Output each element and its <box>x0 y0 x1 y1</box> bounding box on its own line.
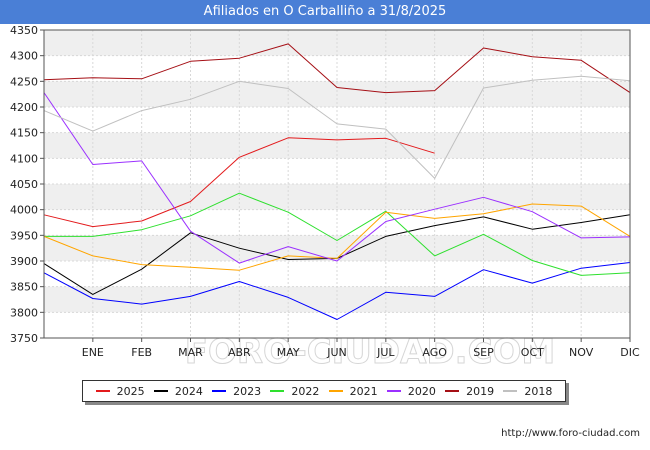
x-tick-label: ENE <box>82 346 104 359</box>
legend-label: 2023 <box>233 384 262 398</box>
y-tick-label: 4150 <box>10 127 38 140</box>
y-axis-ticks: 3750 3800 3850 3900 3950 4000 4050 4100 4150 4200… <box>10 24 44 345</box>
legend-swatch <box>445 390 460 392</box>
x-tick-label: SEP <box>473 346 494 359</box>
x-tick-label: FEB <box>131 346 152 359</box>
legend-swatch <box>270 390 285 392</box>
legend-swatch <box>153 390 168 392</box>
watermark: FORO-CIUDAD.COM <box>185 332 556 364</box>
y-tick-label: 4250 <box>10 75 38 88</box>
source-credit: http://www.foro-ciudad.com <box>501 428 640 439</box>
x-tick-label: MAY <box>277 346 300 359</box>
series-line-2023 <box>43 262 631 320</box>
legend-item-2020: 2020 <box>386 384 436 398</box>
y-tick-label: 3950 <box>10 229 38 242</box>
x-tick-label: MAR <box>178 346 203 359</box>
legend-label: 2024 <box>174 384 203 398</box>
y-tick-label: 4350 <box>10 24 38 37</box>
legend-item-2023: 2023 <box>212 385 261 398</box>
legend-label: 2020 <box>407 384 436 398</box>
x-tick-label: JUL <box>376 346 395 359</box>
y-tick-label: 3900 <box>10 255 38 268</box>
legend-label: 2025 <box>116 384 145 398</box>
y-tick-label: 4100 <box>10 152 38 165</box>
x-tick-label: OCT <box>521 346 544 359</box>
legend-swatch <box>503 390 518 392</box>
legend: 2025 2024 2023 2022 2021 2020 2019 2018 <box>82 380 566 402</box>
x-tick-label: NOV <box>569 346 594 359</box>
y-tick-label: 3850 <box>10 281 38 294</box>
legend-swatch <box>212 390 227 392</box>
legend-swatch <box>386 390 401 392</box>
series-line-2020 <box>43 92 631 264</box>
chart-title: Afiliados en O Carballiño a 31/8/2025 <box>0 0 650 24</box>
series-lines <box>43 43 631 320</box>
x-axis-ticks: ENE FEB MAR ABR MAY JUN JUL AGO SEP OCT NOV DIC <box>82 338 640 359</box>
legend-item-2021: 2021 <box>328 384 378 398</box>
legend-label: 2022 <box>291 384 320 398</box>
legend-label: 2018 <box>524 384 553 398</box>
y-tick-label: 4050 <box>10 178 38 191</box>
x-tick-label: DIC <box>620 346 640 359</box>
x-tick-label: AGO <box>422 346 447 359</box>
series-line-2022 <box>44 192 631 276</box>
x-tick-label: JUN <box>326 346 347 359</box>
series-line-2018 <box>43 75 631 179</box>
legend-item-2018: 2018 <box>503 385 552 398</box>
y-tick-label: 3750 <box>10 332 38 345</box>
legend-swatch <box>328 390 343 392</box>
series-line-2021 <box>43 203 631 271</box>
legend-label: 2019 <box>466 384 495 398</box>
background-band <box>44 184 630 210</box>
series-line-2019 <box>43 43 631 94</box>
legend-item-2025: 2025 <box>95 384 145 398</box>
y-tick-label: 4000 <box>10 204 38 217</box>
legend-swatch <box>95 390 110 392</box>
legend-item-2024: 2024 <box>153 384 203 398</box>
legend-item-2022: 2022 <box>270 385 319 398</box>
line-chart: FORO-CIUDAD.COM 3750 3800 3850 3900 3950 4000… <box>10 24 640 364</box>
y-tick-label: 3800 <box>10 306 38 319</box>
legend-label: 2021 <box>349 384 378 398</box>
series-line-2025 <box>43 137 435 228</box>
x-tick-label: ABR <box>228 346 251 359</box>
y-tick-label: 4300 <box>10 50 38 63</box>
legend-item-2019: 2019 <box>445 385 494 398</box>
y-tick-label: 4200 <box>10 101 38 114</box>
